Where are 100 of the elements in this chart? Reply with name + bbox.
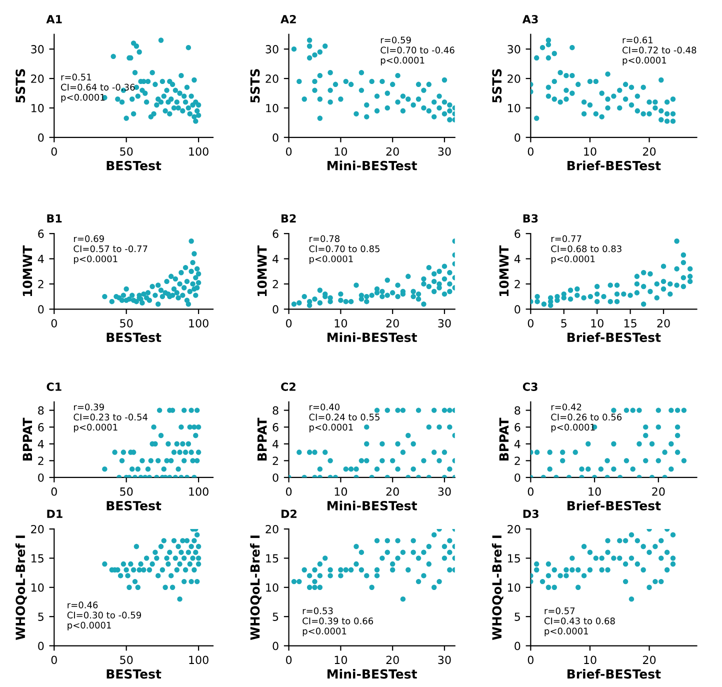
point: [390, 290, 396, 296]
y-tick-label: 4: [272, 440, 278, 448]
point: [364, 294, 370, 300]
point: [317, 561, 323, 567]
point: [178, 270, 184, 276]
point: [628, 532, 634, 538]
point: [570, 90, 575, 96]
point: [617, 88, 622, 93]
point: [674, 408, 680, 413]
point: [120, 292, 126, 298]
point: [593, 556, 599, 561]
point: [605, 550, 610, 555]
point: [664, 99, 670, 105]
point: [410, 538, 416, 544]
point: [150, 561, 155, 567]
point: [187, 288, 192, 294]
point: [534, 298, 540, 304]
x-tick-label: 10: [591, 319, 604, 328]
point: [436, 105, 442, 111]
point: [617, 105, 622, 111]
y-tick-label: 4: [514, 440, 520, 448]
chart-title: C3: [522, 382, 538, 391]
point: [640, 544, 646, 550]
point: [622, 561, 628, 567]
point: [354, 282, 359, 288]
y-tick-label: 0: [272, 133, 278, 142]
point: [588, 294, 594, 300]
point: [581, 111, 587, 116]
point: [636, 441, 642, 446]
point: [152, 292, 158, 298]
point: [611, 408, 616, 413]
point: [646, 550, 652, 555]
point: [634, 281, 640, 287]
y-tick-label: 4: [514, 254, 520, 263]
point: [432, 288, 437, 294]
point: [640, 270, 646, 276]
point: [552, 584, 557, 590]
x-axis-title: Brief-BESTest: [568, 332, 661, 342]
point: [634, 108, 640, 114]
point: [421, 550, 426, 555]
x-tick-label: 50: [120, 656, 133, 664]
annotation: r=0.42 CI=0.26 to 0.56 p<0.0001: [551, 404, 622, 432]
point: [432, 408, 437, 413]
point: [141, 291, 146, 297]
point: [186, 550, 192, 555]
point: [687, 266, 693, 272]
point: [447, 538, 452, 544]
y-tick-label: 2: [38, 456, 44, 465]
point: [171, 286, 177, 292]
point: [384, 538, 390, 544]
point: [634, 561, 640, 567]
point: [660, 286, 666, 292]
point: [194, 578, 200, 584]
point: [611, 441, 616, 446]
point: [586, 466, 591, 472]
x-axis-title: Brief-BESTest: [568, 669, 661, 679]
y-tick-label: 2: [514, 456, 520, 465]
point: [296, 78, 302, 84]
point: [186, 441, 192, 446]
point: [670, 111, 676, 116]
point: [171, 538, 177, 544]
point: [358, 567, 364, 572]
chart-title: A3: [522, 14, 538, 24]
point: [436, 458, 442, 464]
x-tick-label: 0: [51, 487, 57, 496]
point: [358, 88, 364, 93]
y-tick-label: 8: [514, 406, 520, 415]
point: [134, 544, 140, 550]
point: [670, 96, 676, 102]
point: [312, 296, 318, 302]
point: [130, 567, 136, 572]
x-tick-label: 0: [51, 147, 57, 156]
point: [364, 573, 370, 578]
annotation: r=0.40 CI=0.24 to 0.55 p<0.0001: [309, 404, 380, 432]
point: [126, 584, 132, 590]
point: [410, 466, 416, 472]
point: [658, 578, 664, 584]
point: [622, 538, 628, 544]
y-tick-label: 20: [31, 524, 44, 534]
point: [594, 284, 600, 290]
point: [664, 550, 670, 555]
point: [546, 94, 552, 99]
point: [674, 282, 680, 288]
point: [648, 271, 653, 276]
point: [338, 573, 344, 578]
point: [322, 450, 328, 455]
point: [358, 550, 364, 555]
x-tick-label: 15: [624, 319, 636, 328]
point: [188, 544, 194, 550]
point: [436, 94, 442, 99]
point: [546, 42, 552, 48]
point: [546, 561, 552, 567]
point: [374, 538, 380, 544]
point: [192, 538, 197, 544]
point: [156, 408, 162, 413]
point: [348, 298, 354, 304]
point: [426, 424, 432, 430]
point: [624, 408, 630, 413]
point: [652, 99, 658, 105]
point: [400, 408, 406, 413]
